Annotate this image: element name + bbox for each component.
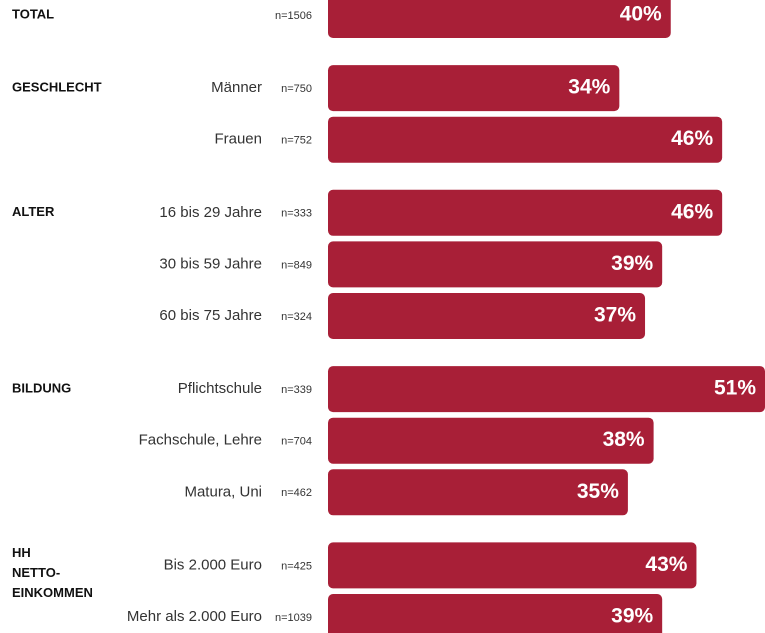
value-label: 43% [645, 553, 687, 576]
bar [328, 469, 628, 516]
value-label: 51% [714, 377, 756, 400]
group-label: EINKOMMEN [12, 585, 93, 600]
group-label: HH [12, 545, 31, 560]
value-label: 35% [577, 480, 619, 503]
category-label: Mehr als 2.000 Euro [127, 608, 262, 625]
category-label: Bis 2.000 Euro [164, 556, 262, 573]
value-label: 46% [671, 127, 713, 150]
category-label: 60 bis 75 Jahre [159, 307, 262, 324]
n-label: n=1039 [275, 612, 312, 624]
group-label: ALTER [12, 204, 55, 219]
category-label: 30 bis 59 Jahre [159, 255, 262, 272]
value-label: 38% [603, 428, 645, 451]
n-label: n=462 [281, 487, 312, 499]
category-label: Fachschule, Lehre [139, 432, 262, 449]
n-label: n=425 [281, 560, 312, 572]
category-label: 16 bis 29 Jahre [159, 204, 262, 221]
group-label: GESCHLECHT [12, 80, 102, 95]
value-label: 40% [620, 3, 662, 26]
bar [328, 417, 654, 464]
bar [328, 293, 646, 339]
n-label: n=750 [281, 83, 312, 95]
n-label: n=339 [281, 384, 312, 396]
category-label: Männer [211, 79, 262, 96]
n-label: n=324 [281, 311, 312, 323]
value-label: 37% [594, 304, 636, 327]
group-label: NETTO- [12, 565, 60, 580]
bar [328, 366, 765, 413]
bar [328, 241, 663, 288]
value-label: 34% [568, 76, 610, 99]
bar [328, 542, 697, 589]
n-label: n=333 [281, 208, 312, 220]
bar [328, 116, 723, 163]
category-label: Pflichtschule [178, 380, 262, 397]
n-label: n=752 [281, 135, 312, 147]
n-label: n=1506 [275, 10, 312, 22]
group-label: BILDUNG [12, 381, 71, 396]
value-label: 39% [611, 252, 653, 275]
n-label: n=849 [281, 259, 312, 271]
value-label: 39% [611, 605, 653, 628]
bar [328, 594, 663, 633]
n-label: n=704 [281, 436, 312, 448]
category-label: Frauen [214, 131, 262, 148]
bar [328, 0, 671, 38]
value-label: 46% [671, 200, 713, 223]
group-label: TOTAL [12, 6, 54, 21]
category-label: Matura, Uni [184, 483, 262, 500]
bar [328, 65, 620, 112]
bar [328, 189, 723, 236]
